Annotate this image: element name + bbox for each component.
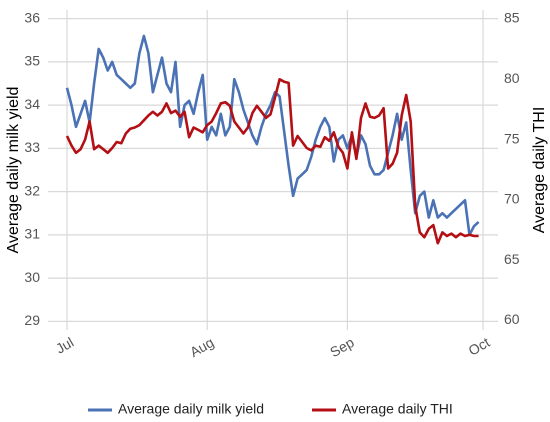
y-tick-label: 31 <box>24 226 40 242</box>
y-tick-label: 29 <box>24 312 40 328</box>
y2-tick-label: 85 <box>504 10 520 26</box>
series-line <box>65 78 479 245</box>
x-tick-label: Aug <box>187 334 217 360</box>
y-tick-label: 33 <box>24 139 40 155</box>
y-tick-label: 34 <box>24 96 40 112</box>
y2-axis-title: Average daily THI <box>531 107 548 234</box>
y2-tick-label: 80 <box>504 70 520 86</box>
y-axis-title: Average daily milk yield <box>5 87 22 254</box>
x-tick-label: Oct <box>466 334 493 359</box>
legend-label: Average daily THI <box>342 401 453 417</box>
y-tick-label: 30 <box>24 269 40 285</box>
y2-tick-label: 70 <box>504 191 520 207</box>
y2-tick-label: 65 <box>504 251 520 267</box>
y2-tick-label: 60 <box>504 311 520 327</box>
y-tick-label: 32 <box>24 182 40 198</box>
y-tick-label: 35 <box>24 53 40 69</box>
legend-label: Average daily milk yield <box>118 401 264 417</box>
x-tick-label: Jul <box>53 334 77 357</box>
y2-tick-label: 75 <box>504 130 520 146</box>
x-tick-label: Sep <box>327 334 357 360</box>
y-tick-label: 36 <box>24 9 40 25</box>
series-line <box>65 34 480 237</box>
